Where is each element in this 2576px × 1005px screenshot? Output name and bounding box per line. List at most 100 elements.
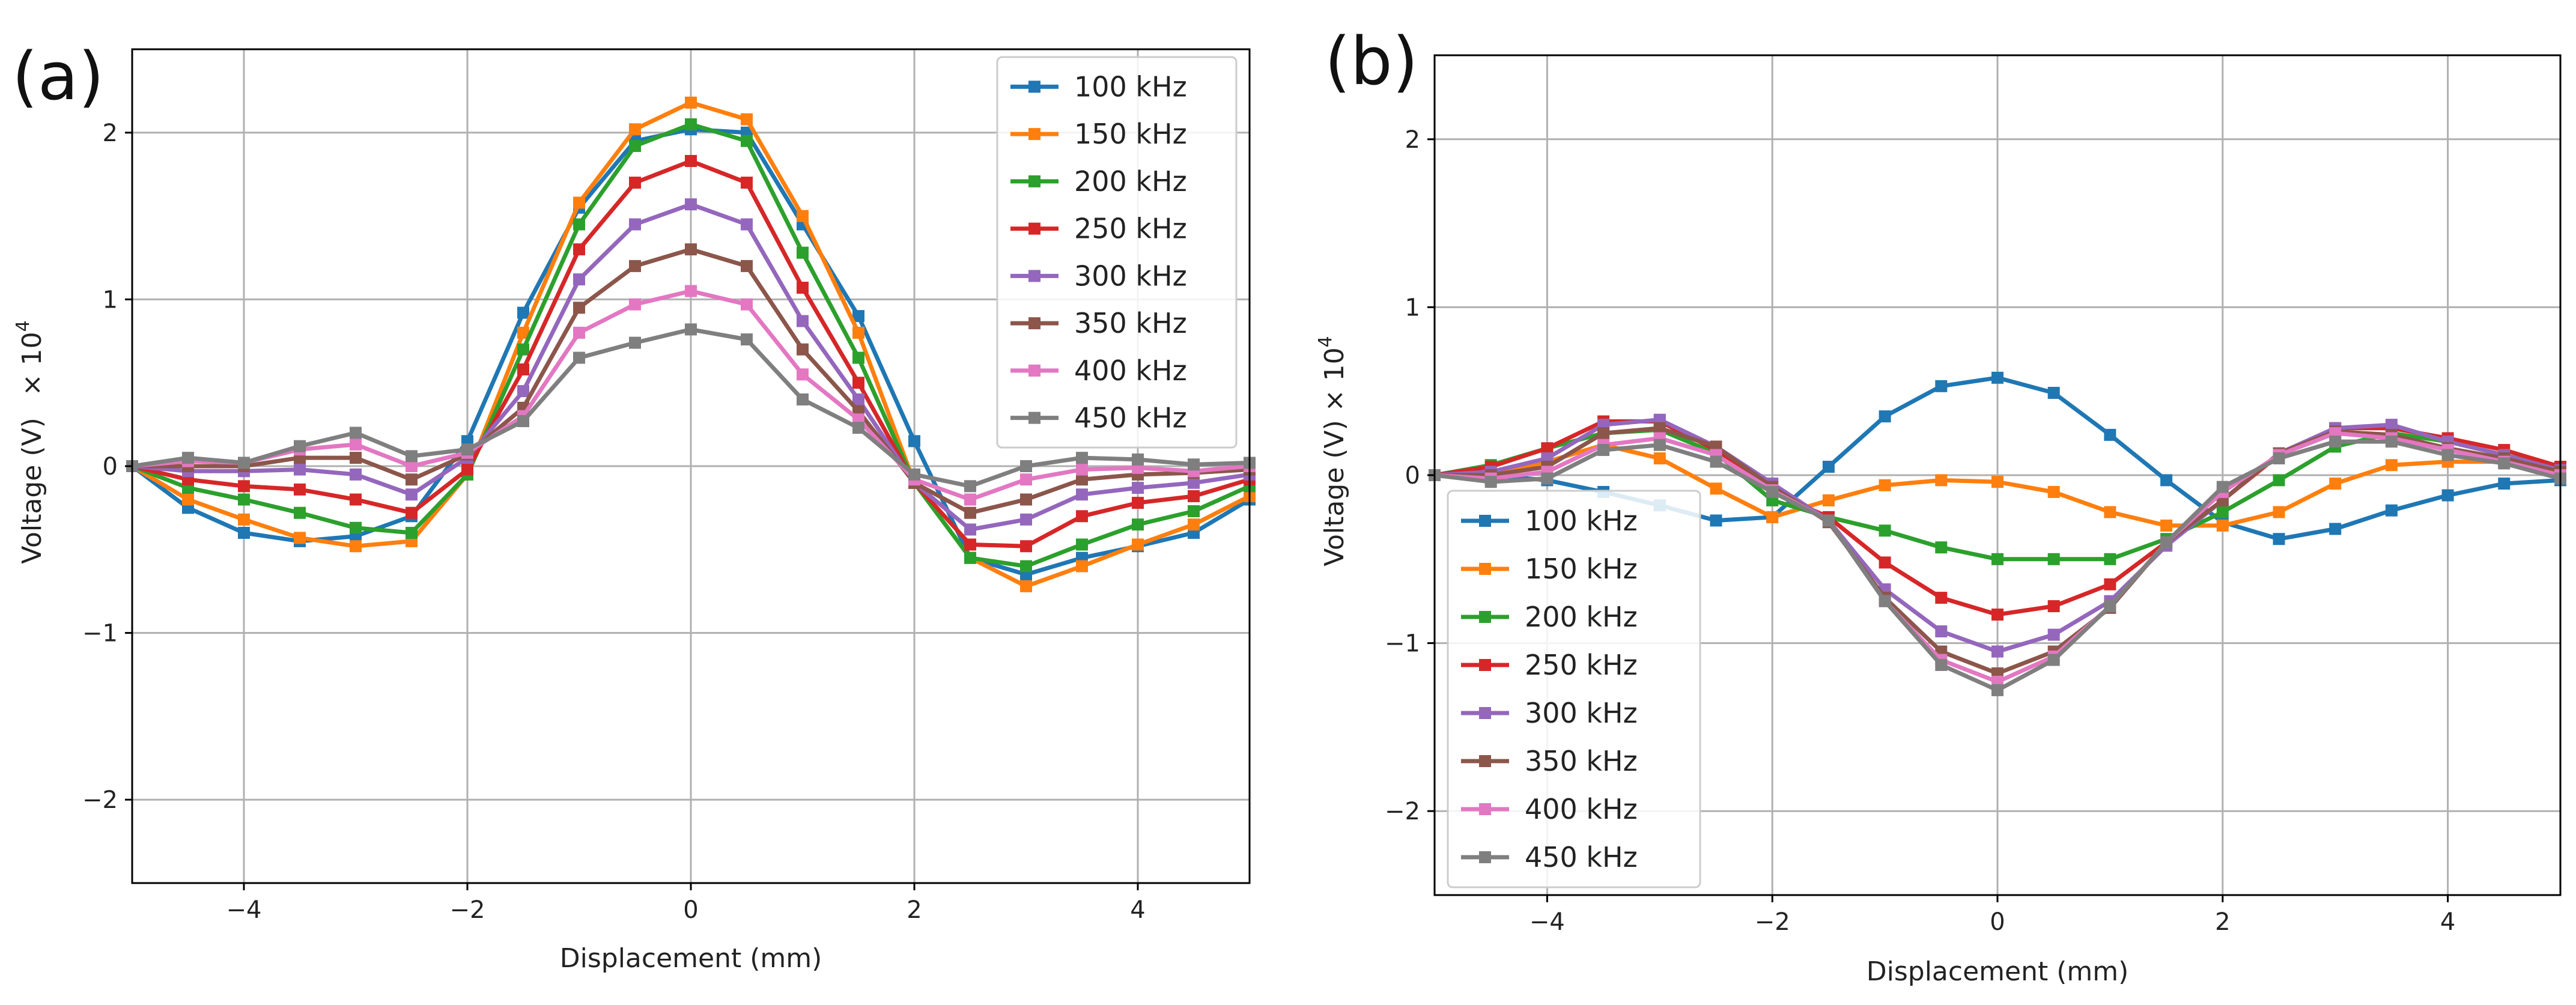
- data-point: [1991, 645, 2003, 658]
- y-tick-label: 0: [1405, 462, 1420, 490]
- data-point: [1935, 592, 1948, 604]
- data-point: [1132, 497, 1144, 509]
- data-point: [238, 527, 250, 539]
- legend-marker: [1028, 411, 1040, 424]
- x-tick-label: −2: [1755, 908, 1790, 936]
- data-point: [2047, 386, 2060, 399]
- data-point: [2329, 477, 2342, 490]
- legend-item: 450 kHz: [1461, 841, 1638, 873]
- data-point: [406, 506, 418, 519]
- data-point: [908, 468, 920, 481]
- y-tick-label: −1: [82, 620, 118, 648]
- data-point: [1653, 422, 1666, 434]
- data-point: [406, 527, 418, 539]
- data-point: [852, 351, 864, 364]
- data-point: [797, 281, 809, 294]
- data-point: [1188, 518, 1200, 531]
- data-point: [1879, 410, 1891, 423]
- data-point: [1020, 540, 1032, 553]
- data-point: [573, 351, 585, 364]
- legend-label: 400 kHz: [1074, 354, 1187, 387]
- legend-marker: [1479, 563, 1491, 575]
- data-point: [1991, 476, 2003, 488]
- data-point: [1132, 482, 1144, 494]
- y-tick-label: 0: [103, 453, 118, 481]
- data-point: [1188, 476, 1200, 489]
- data-point: [350, 521, 362, 534]
- data-point: [964, 551, 976, 564]
- data-point: [350, 452, 362, 464]
- legend-label: 100 kHz: [1074, 70, 1187, 103]
- data-point: [1710, 514, 1722, 527]
- data-point: [2216, 481, 2229, 493]
- legend-label: 150 kHz: [1074, 118, 1187, 150]
- legend-item: 150 kHz: [1010, 118, 1187, 150]
- data-point: [294, 483, 306, 496]
- data-point: [573, 302, 585, 314]
- data-point: [629, 218, 641, 231]
- data-point: [629, 260, 641, 272]
- data-point: [2385, 459, 2398, 472]
- legend-label: 350 kHz: [1525, 745, 1638, 777]
- data-point: [1879, 524, 1891, 537]
- legend-label: 150 kHz: [1525, 553, 1638, 585]
- data-point: [741, 333, 753, 346]
- data-point: [741, 260, 753, 272]
- data-point: [629, 123, 641, 136]
- data-point: [1076, 473, 1088, 486]
- data-point: [2104, 600, 2116, 613]
- data-point: [2047, 628, 2060, 641]
- x-tick-label: 4: [2440, 908, 2455, 936]
- x-tick-label: −4: [226, 896, 262, 924]
- data-point: [1991, 684, 2003, 696]
- data-point: [1020, 460, 1032, 472]
- legend-marker: [1028, 175, 1040, 187]
- series-450-khz: [126, 323, 1256, 493]
- legend-label: 200 kHz: [1074, 165, 1187, 198]
- data-point: [1879, 479, 1891, 491]
- data-point: [1766, 511, 1779, 523]
- panel-label: (a): [12, 38, 104, 115]
- legend-item: 350 kHz: [1461, 745, 1638, 777]
- data-point: [685, 118, 697, 130]
- legend-label: 300 kHz: [1074, 260, 1187, 292]
- legend-item: 350 kHz: [1010, 307, 1187, 339]
- data-point: [852, 422, 864, 434]
- data-point: [2216, 506, 2229, 518]
- data-point: [2441, 489, 2454, 502]
- data-point: [629, 140, 641, 153]
- data-point: [2273, 474, 2285, 487]
- legend-item: 300 kHz: [1010, 260, 1187, 292]
- data-point: [1020, 560, 1032, 572]
- series-300-khz: [126, 198, 1256, 536]
- legend-item: 150 kHz: [1461, 553, 1638, 585]
- data-point: [1991, 553, 2003, 565]
- data-point: [908, 435, 920, 448]
- data-point: [685, 243, 697, 256]
- data-point: [1076, 463, 1088, 476]
- data-point: [1766, 485, 1779, 498]
- data-point: [1935, 625, 1948, 638]
- data-point: [1710, 455, 1722, 468]
- data-point: [461, 463, 473, 476]
- data-point: [2160, 536, 2173, 548]
- y-tick-label: 2: [1405, 126, 1420, 154]
- data-point: [2441, 449, 2454, 461]
- data-point: [2160, 519, 2173, 532]
- data-point: [1822, 514, 1835, 527]
- data-point: [2160, 474, 2173, 487]
- legend-box: [1447, 490, 1701, 888]
- legend-marker: [1028, 270, 1040, 282]
- data-point: [2047, 553, 2060, 565]
- data-point: [685, 198, 697, 211]
- data-point: [1020, 580, 1032, 592]
- x-tick-label: 0: [1990, 908, 2005, 936]
- data-point: [685, 96, 697, 109]
- data-point: [238, 480, 250, 493]
- data-point: [852, 393, 864, 405]
- data-point: [517, 326, 529, 339]
- data-point: [350, 493, 362, 506]
- chart-panel-a: −4 −2 0 2 4 −2 −1 0 1 2 Displacement (mm) Voltage (…: [12, 38, 1256, 974]
- data-point: [350, 468, 362, 481]
